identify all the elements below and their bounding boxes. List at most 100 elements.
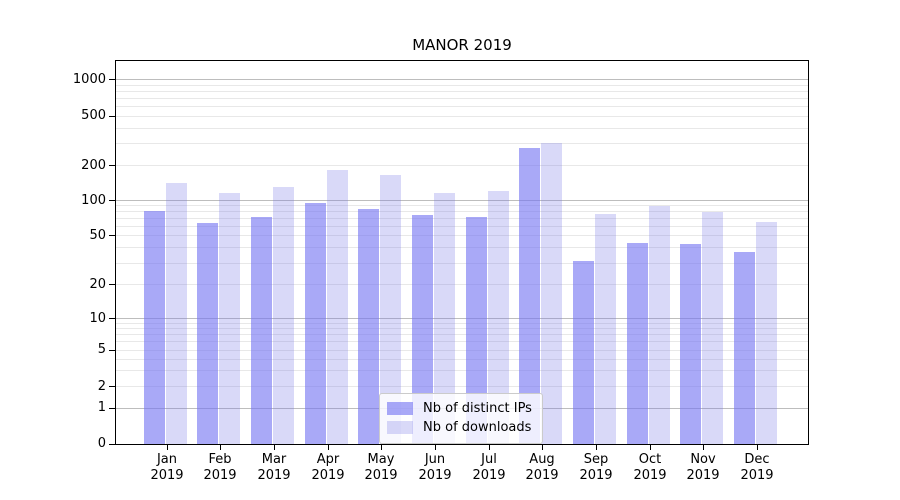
x-tick-mark-sep	[596, 445, 597, 450]
y-tick-mark-1000	[109, 79, 115, 80]
y-tick-label-2: 2	[97, 379, 106, 394]
legend: Nb of distinct IPs Nb of downloads	[379, 393, 543, 444]
gridline-minor-9	[116, 323, 808, 324]
gridline-minor-4	[116, 358, 808, 360]
x-tick-mark-mar	[274, 445, 275, 450]
x-tick-mark-apr	[328, 445, 329, 450]
y-tick-label-50: 50	[89, 228, 106, 243]
gridline-minor-80	[116, 211, 808, 213]
y-tick-label-100: 100	[81, 193, 106, 208]
gridline-minor-800	[116, 91, 808, 92]
bar-distinct-ips-jan	[144, 210, 165, 444]
gridline-minor-90	[116, 205, 808, 207]
x-tick-mark-may	[381, 445, 382, 450]
y-tick-mark-1	[109, 408, 115, 409]
bar-downloads-nov	[702, 211, 723, 444]
gridline-minor-300	[116, 143, 808, 145]
y-tick-label-10: 10	[89, 311, 106, 326]
legend-swatch-downloads	[387, 421, 413, 434]
x-tick-label-dec: Dec 2019	[740, 452, 774, 483]
x-tick-label-mar: Mar 2019	[257, 452, 291, 483]
gridline-minor-40	[116, 247, 808, 249]
gridline-minor-600	[116, 106, 808, 108]
gridline-minor-400	[116, 127, 808, 129]
gridline-minor-50	[116, 235, 808, 237]
bar-distinct-ips-sep	[573, 261, 594, 444]
gridline-minor-60	[116, 225, 808, 227]
bar-downloads-jan	[166, 182, 187, 444]
bar-distinct-ips-feb	[197, 223, 218, 444]
bar-downloads-dec	[756, 222, 777, 444]
y-tick-label-200: 200	[81, 158, 106, 173]
y-tick-label-5: 5	[97, 342, 106, 357]
gridline-minor-3	[116, 369, 808, 371]
x-tick-label-jun: Jun 2019	[418, 452, 452, 483]
y-tick-mark-10	[109, 318, 115, 319]
gridline-minor-700	[116, 98, 808, 99]
gridline-minor-30	[116, 262, 808, 264]
y-tick-label-20: 20	[89, 277, 106, 292]
gridline-major-100	[116, 200, 808, 202]
x-tick-mark-feb	[220, 445, 221, 450]
gridline-minor-500	[116, 115, 808, 117]
bar-distinct-ips-apr	[305, 202, 326, 444]
bar-downloads-jul	[488, 191, 509, 444]
gridline-minor-200	[116, 165, 808, 167]
gridline-minor-6	[116, 341, 808, 343]
gridline-minor-70	[116, 218, 808, 220]
plot-area	[115, 60, 809, 445]
bar-distinct-ips-dec	[734, 251, 755, 444]
y-tick-mark-2	[109, 386, 115, 387]
y-tick-mark-20	[109, 284, 115, 285]
bar-distinct-ips-aug	[519, 148, 540, 444]
gridline-minor-7	[116, 334, 808, 336]
gridline-minor-5	[116, 349, 808, 351]
y-tick-mark-5	[109, 350, 115, 351]
gridline-minor-20	[116, 284, 808, 286]
gridline-major-1000	[116, 79, 808, 81]
gridline-minor-2	[116, 386, 808, 388]
x-tick-mark-dec	[757, 445, 758, 450]
x-tick-mark-nov	[703, 445, 704, 450]
x-tick-label-sep: Sep 2019	[579, 452, 613, 483]
legend-label-distinct-ips: Nb of distinct IPs	[423, 401, 532, 416]
x-tick-label-aug: Aug 2019	[525, 452, 559, 483]
x-tick-label-oct: Oct 2019	[633, 452, 667, 483]
x-tick-mark-oct	[650, 445, 651, 450]
legend-label-downloads: Nb of downloads	[423, 420, 532, 435]
bar-downloads-sep	[595, 213, 616, 444]
x-tick-mark-jul	[489, 445, 490, 450]
bar-distinct-ips-jun	[412, 215, 433, 444]
y-tick-mark-500	[109, 116, 115, 117]
bar-distinct-ips-mar	[251, 216, 272, 444]
x-tick-label-may: May 2019	[364, 452, 398, 483]
bar-downloads-oct	[649, 205, 670, 444]
gridline-major-10	[116, 318, 808, 320]
x-tick-mark-jan	[167, 445, 168, 450]
legend-row: Nb of downloads	[387, 419, 532, 436]
y-tick-label-1000: 1000	[72, 72, 106, 87]
y-tick-mark-50	[109, 235, 115, 236]
y-tick-label-1: 1	[97, 400, 106, 415]
bar-downloads-jun	[434, 192, 455, 444]
bar-distinct-ips-nov	[680, 243, 701, 444]
y-tick-label-500: 500	[81, 108, 106, 123]
bar-downloads-aug	[541, 142, 562, 444]
bar-distinct-ips-oct	[627, 242, 648, 444]
bar-distinct-ips-may	[358, 209, 379, 444]
x-tick-label-nov: Nov 2019	[686, 452, 720, 483]
legend-swatch-distinct-ips	[387, 402, 413, 415]
bar-downloads-may	[380, 175, 401, 444]
legend-row: Nb of distinct IPs	[387, 400, 532, 417]
y-tick-mark-100	[109, 200, 115, 201]
x-tick-label-feb: Feb 2019	[203, 452, 237, 483]
bar-downloads-feb	[219, 193, 240, 444]
x-tick-mark-jun	[435, 445, 436, 450]
chart-title: MANOR 2019	[412, 36, 512, 54]
bar-downloads-apr	[327, 169, 348, 444]
x-tick-mark-aug	[542, 445, 543, 450]
y-tick-label-0: 0	[97, 436, 106, 451]
gridline-minor-900	[116, 84, 808, 86]
bar-downloads-mar	[273, 187, 294, 444]
